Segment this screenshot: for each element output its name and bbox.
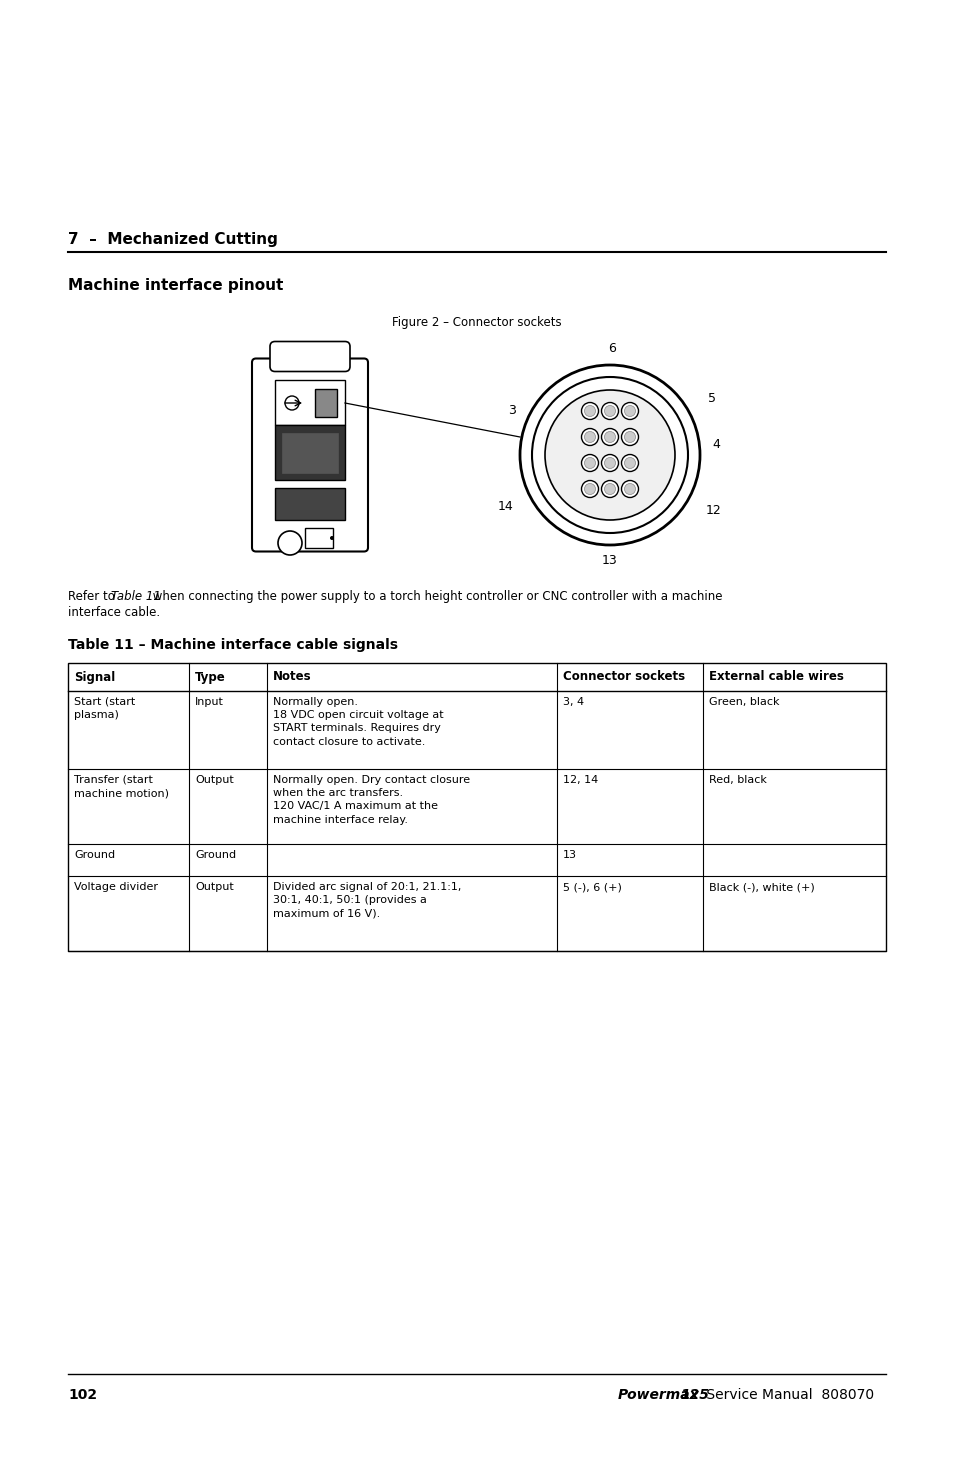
Circle shape xyxy=(581,454,598,472)
Circle shape xyxy=(604,432,615,442)
Text: 12: 12 xyxy=(705,504,721,518)
Circle shape xyxy=(624,406,635,416)
Circle shape xyxy=(581,429,598,445)
Text: Black (-), white (+): Black (-), white (+) xyxy=(708,882,814,892)
Text: Input: Input xyxy=(194,698,224,707)
Text: 3: 3 xyxy=(508,404,516,417)
Circle shape xyxy=(532,378,687,532)
Text: when connecting the power supply to a torch height controller or CNC controller : when connecting the power supply to a to… xyxy=(149,590,721,603)
Circle shape xyxy=(620,454,638,472)
Circle shape xyxy=(604,484,615,494)
Circle shape xyxy=(601,454,618,472)
Text: 102: 102 xyxy=(68,1388,97,1403)
Text: Normally open.
18 VDC open circuit voltage at
START terminals. Requires dry
cont: Normally open. 18 VDC open circuit volta… xyxy=(273,698,443,746)
Text: 125: 125 xyxy=(679,1388,708,1403)
FancyBboxPatch shape xyxy=(270,342,350,372)
Circle shape xyxy=(584,484,595,494)
Text: Type: Type xyxy=(194,671,226,683)
Text: Service Manual  808070: Service Manual 808070 xyxy=(701,1388,873,1403)
Text: 12, 14: 12, 14 xyxy=(562,774,598,785)
Text: 13: 13 xyxy=(562,850,577,860)
Text: 5 (-), 6 (+): 5 (-), 6 (+) xyxy=(562,882,621,892)
Circle shape xyxy=(620,403,638,419)
Circle shape xyxy=(620,481,638,497)
Circle shape xyxy=(624,432,635,442)
Text: Red, black: Red, black xyxy=(708,774,766,785)
Circle shape xyxy=(624,457,635,469)
Circle shape xyxy=(581,481,598,497)
Bar xyxy=(68,662,885,951)
Text: Machine interface pinout: Machine interface pinout xyxy=(68,277,283,294)
Text: interface cable.: interface cable. xyxy=(68,606,160,619)
Bar xyxy=(305,528,333,549)
Text: Divided arc signal of 20:1, 21.1:1,
30:1, 40:1, 50:1 (provides a
maximum of 16 V: Divided arc signal of 20:1, 21.1:1, 30:1… xyxy=(273,882,460,919)
Text: Table 11: Table 11 xyxy=(111,590,161,603)
Text: 5: 5 xyxy=(707,392,716,406)
Circle shape xyxy=(584,432,595,442)
Text: Output: Output xyxy=(194,774,233,785)
Circle shape xyxy=(285,395,298,410)
Text: Refer to: Refer to xyxy=(68,590,118,603)
Text: Start (start
plasma): Start (start plasma) xyxy=(74,698,135,720)
Text: Green, black: Green, black xyxy=(708,698,779,707)
Circle shape xyxy=(330,535,334,540)
Text: 13: 13 xyxy=(601,555,618,568)
Text: Voltage divider: Voltage divider xyxy=(74,882,158,892)
Circle shape xyxy=(601,403,618,419)
Text: Normally open. Dry contact closure
when the arc transfers.
120 VAC/1 A maximum a: Normally open. Dry contact closure when … xyxy=(273,774,470,825)
Bar xyxy=(274,488,345,521)
Bar xyxy=(274,381,345,425)
Text: 4: 4 xyxy=(711,438,720,451)
Circle shape xyxy=(604,406,615,416)
Circle shape xyxy=(277,531,302,555)
Circle shape xyxy=(519,364,700,544)
Circle shape xyxy=(624,484,635,494)
Bar xyxy=(274,425,345,479)
Circle shape xyxy=(604,457,615,469)
Text: Ground: Ground xyxy=(194,850,236,860)
FancyBboxPatch shape xyxy=(252,358,368,552)
Text: Table 11 – Machine interface cable signals: Table 11 – Machine interface cable signa… xyxy=(68,639,397,652)
Text: Output: Output xyxy=(194,882,233,892)
Text: Powermax: Powermax xyxy=(618,1388,699,1403)
Text: Transfer (start
machine motion): Transfer (start machine motion) xyxy=(74,774,169,798)
Circle shape xyxy=(581,403,598,419)
Circle shape xyxy=(544,389,675,521)
Text: Signal: Signal xyxy=(74,671,115,683)
Text: 7  –  Mechanized Cutting: 7 – Mechanized Cutting xyxy=(68,232,277,246)
Circle shape xyxy=(601,429,618,445)
Text: 6: 6 xyxy=(607,342,616,355)
Circle shape xyxy=(601,481,618,497)
Text: Figure 2 – Connector sockets: Figure 2 – Connector sockets xyxy=(392,316,561,329)
Circle shape xyxy=(620,429,638,445)
Text: 3, 4: 3, 4 xyxy=(562,698,583,707)
Circle shape xyxy=(584,457,595,469)
Text: 14: 14 xyxy=(497,500,514,513)
Circle shape xyxy=(584,406,595,416)
Bar xyxy=(314,389,336,417)
Text: Connector sockets: Connector sockets xyxy=(562,671,684,683)
Text: External cable wires: External cable wires xyxy=(708,671,842,683)
Text: Ground: Ground xyxy=(74,850,115,860)
Bar xyxy=(282,434,337,473)
Text: Notes: Notes xyxy=(273,671,311,683)
